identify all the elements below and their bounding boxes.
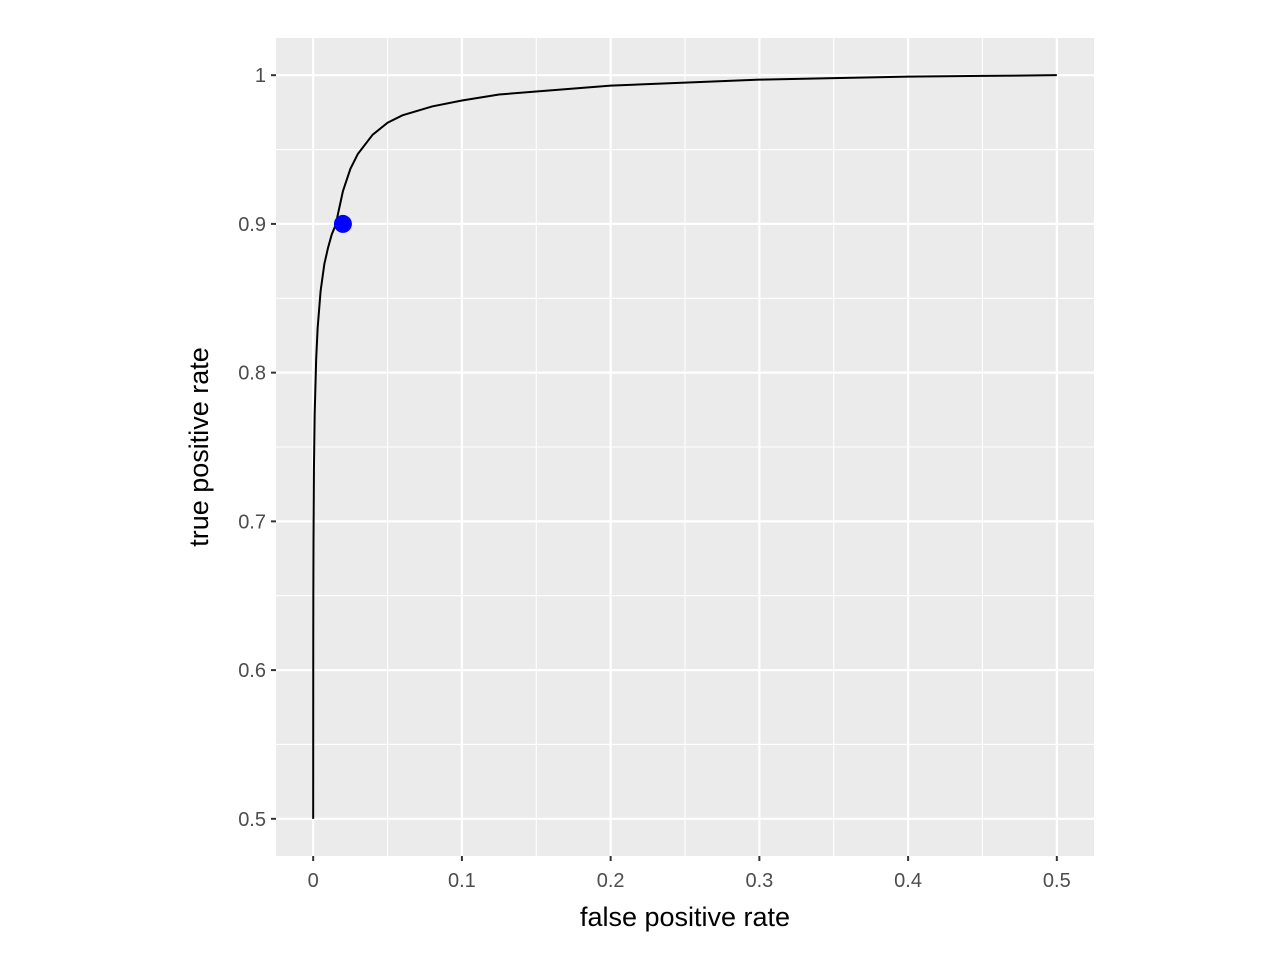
x-tick-label: 0.4 (894, 870, 922, 892)
y-axis-ticks: 0.5 0.6 0.7 0.8 0.9 1 (238, 65, 276, 831)
x-axis-ticks: 0 0.1 0.2 0.3 0.4 0.5 (308, 856, 1071, 892)
x-axis-title: false positive rate (580, 902, 790, 932)
roc-curve-line (312, 74, 1057, 819)
operating-points (333, 214, 352, 233)
y-tick-label: 0.6 (238, 660, 266, 682)
x-tick-label: 0.2 (597, 870, 625, 892)
x-tick-label: 0.5 (1043, 870, 1071, 892)
y-tick-label: 0.8 (238, 363, 266, 385)
operating-point-marker (333, 214, 352, 233)
y-tick-label: 0.9 (238, 214, 266, 236)
x-tick-label: 0 (308, 870, 319, 892)
minor-gridlines (276, 38, 1094, 856)
x-tick-label: 0.3 (745, 870, 773, 892)
y-axis-title: true positive rate (184, 347, 214, 547)
y-tick-label: 0.7 (238, 511, 266, 533)
y-tick-label: 1 (255, 65, 266, 87)
y-tick-label: 0.5 (238, 809, 266, 831)
x-tick-label: 0.1 (448, 870, 476, 892)
